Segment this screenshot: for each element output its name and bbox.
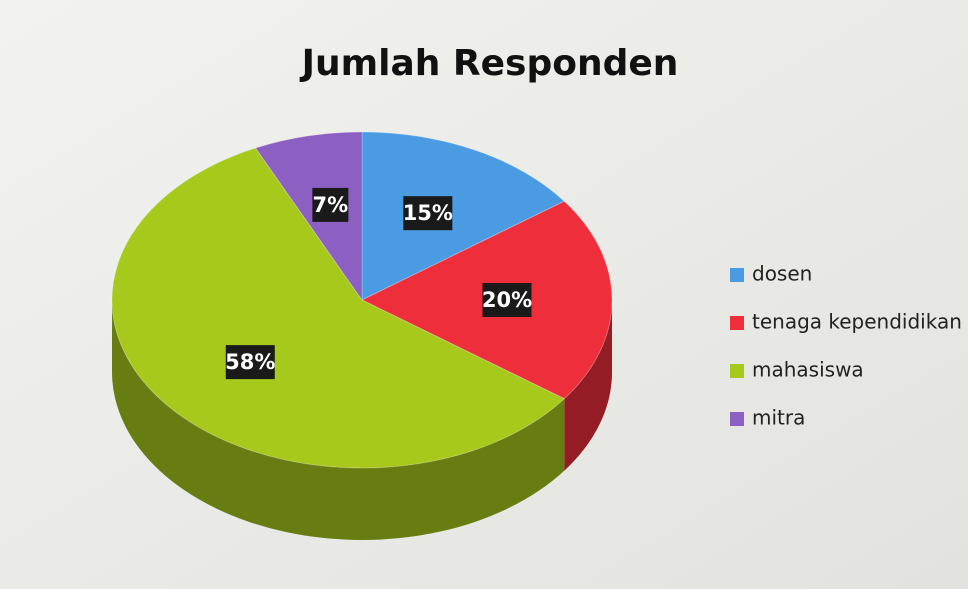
legend-label: tenaga kependidikan xyxy=(752,310,962,334)
data-label: 20% xyxy=(482,288,532,312)
pie: 15% 20% 58% 7% xyxy=(111,131,613,541)
slice xyxy=(361,131,566,301)
legend-label: mitra xyxy=(752,406,805,430)
chart-title: Jumlah Responden xyxy=(299,43,679,84)
data-label: 58% xyxy=(225,350,275,374)
legend-swatch xyxy=(730,364,744,378)
legend-swatch xyxy=(730,412,744,426)
data-label-box xyxy=(403,196,453,231)
legend-swatch xyxy=(730,268,744,282)
data-label-box xyxy=(225,345,275,380)
legend: dosen tenaga kependidikan mahasiswa mitra xyxy=(730,262,962,430)
legend-label: dosen xyxy=(752,262,812,286)
data-label: 15% xyxy=(403,201,453,225)
slice-side xyxy=(112,300,565,541)
legend-swatch xyxy=(730,316,744,330)
slice xyxy=(111,147,566,469)
data-label-box xyxy=(312,187,349,222)
slice-side xyxy=(564,300,612,471)
slice xyxy=(254,131,363,302)
data-label-box xyxy=(482,283,532,317)
data-label: 7% xyxy=(313,193,349,217)
legend-label: mahasiswa xyxy=(752,358,864,382)
